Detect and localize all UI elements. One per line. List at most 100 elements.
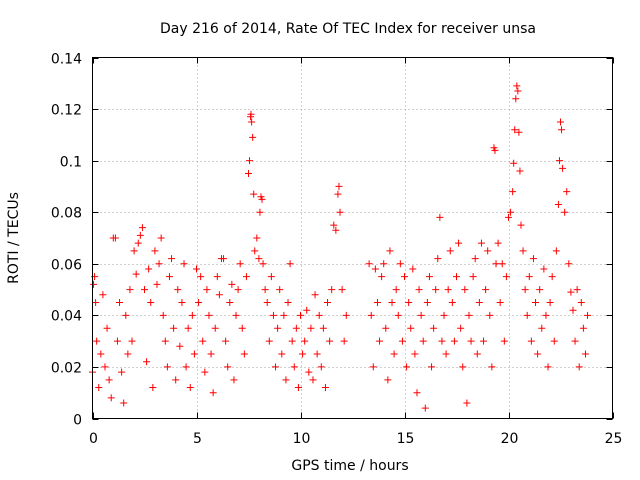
data-point — [367, 311, 375, 319]
data-point — [511, 126, 519, 134]
data-point — [559, 164, 567, 172]
data-point — [303, 306, 311, 314]
data-point — [577, 298, 585, 306]
x-tick-label: 0 — [89, 431, 98, 447]
data-point — [330, 221, 338, 229]
data-point — [519, 247, 527, 255]
data-point — [457, 324, 465, 332]
data-point — [514, 87, 522, 95]
data-point — [477, 239, 485, 247]
data-point — [415, 286, 423, 294]
data-point — [163, 363, 171, 371]
data-point — [544, 363, 552, 371]
x-axis-label: GPS time / hours — [291, 458, 408, 474]
data-point — [203, 286, 211, 294]
data-point — [563, 188, 571, 196]
data-point — [552, 247, 560, 255]
data-point — [388, 298, 396, 306]
data-point — [93, 337, 101, 345]
x-tick-label: 20 — [501, 431, 519, 447]
y-axis-label: ROTI / TECUs — [6, 192, 22, 284]
data-point — [584, 311, 592, 319]
data-point — [496, 298, 504, 306]
data-point — [453, 273, 460, 281]
data-point — [500, 337, 508, 345]
data-point — [313, 350, 321, 358]
x-tick-label: 10 — [293, 431, 311, 447]
data-point — [510, 159, 518, 167]
data-point — [261, 286, 269, 294]
data-points — [89, 82, 592, 412]
data-point — [486, 311, 494, 319]
data-point — [224, 363, 232, 371]
y-tick-label: 0.1 — [60, 155, 82, 171]
data-point — [463, 399, 471, 407]
data-point — [516, 167, 524, 175]
data-point — [245, 170, 252, 178]
data-point — [113, 337, 121, 345]
data-point — [401, 273, 408, 281]
data-point — [461, 286, 469, 294]
data-point — [332, 226, 340, 234]
data-point — [378, 273, 386, 281]
data-point — [513, 82, 521, 90]
data-point — [250, 190, 258, 198]
data-point — [172, 376, 180, 384]
data-point — [328, 286, 336, 294]
data-point — [118, 368, 126, 376]
y-tick-label: 0 — [73, 413, 82, 429]
data-point — [515, 128, 523, 136]
data-point — [145, 265, 153, 273]
grid-lines — [92, 57, 613, 419]
data-point — [120, 399, 128, 407]
data-point — [403, 363, 411, 371]
data-point — [186, 384, 194, 392]
plot-frame — [92, 57, 613, 419]
data-point — [178, 298, 186, 306]
data-point — [222, 337, 230, 345]
axis-ticks — [92, 57, 614, 420]
data-point — [99, 291, 107, 299]
data-point — [147, 298, 155, 306]
data-point — [446, 247, 454, 255]
data-point — [382, 324, 390, 332]
data-point — [517, 221, 525, 229]
data-point — [159, 311, 167, 319]
data-point — [386, 247, 394, 255]
data-point — [201, 368, 209, 376]
data-point — [165, 273, 173, 281]
data-point — [335, 182, 343, 190]
data-point — [579, 324, 587, 332]
data-point — [209, 389, 217, 397]
y-tick-label: 0.02 — [51, 361, 82, 377]
data-point — [272, 363, 280, 371]
data-point — [432, 286, 440, 294]
data-point — [248, 118, 256, 126]
data-point — [259, 260, 267, 268]
data-point — [396, 260, 404, 268]
data-point — [274, 324, 282, 332]
data-point — [438, 337, 446, 345]
data-point — [555, 157, 563, 165]
chart-title: Day 216 of 2014, Rate Of TEC Index for r… — [160, 21, 536, 37]
data-point — [459, 363, 467, 371]
data-point — [213, 273, 221, 281]
data-point — [442, 350, 450, 358]
data-point — [170, 324, 178, 332]
data-point — [305, 368, 313, 376]
data-point — [155, 260, 163, 268]
data-point — [124, 350, 132, 358]
data-point — [467, 337, 475, 345]
data-point — [232, 311, 240, 319]
data-point — [340, 337, 348, 345]
data-point — [319, 324, 327, 332]
data-point — [297, 311, 304, 319]
data-point — [258, 195, 266, 203]
data-point — [512, 95, 520, 103]
y-tick-label: 0.12 — [51, 103, 82, 119]
data-point — [182, 363, 190, 371]
data-point — [469, 273, 477, 281]
data-point — [436, 213, 444, 221]
data-point — [184, 324, 192, 332]
data-point — [498, 260, 506, 268]
